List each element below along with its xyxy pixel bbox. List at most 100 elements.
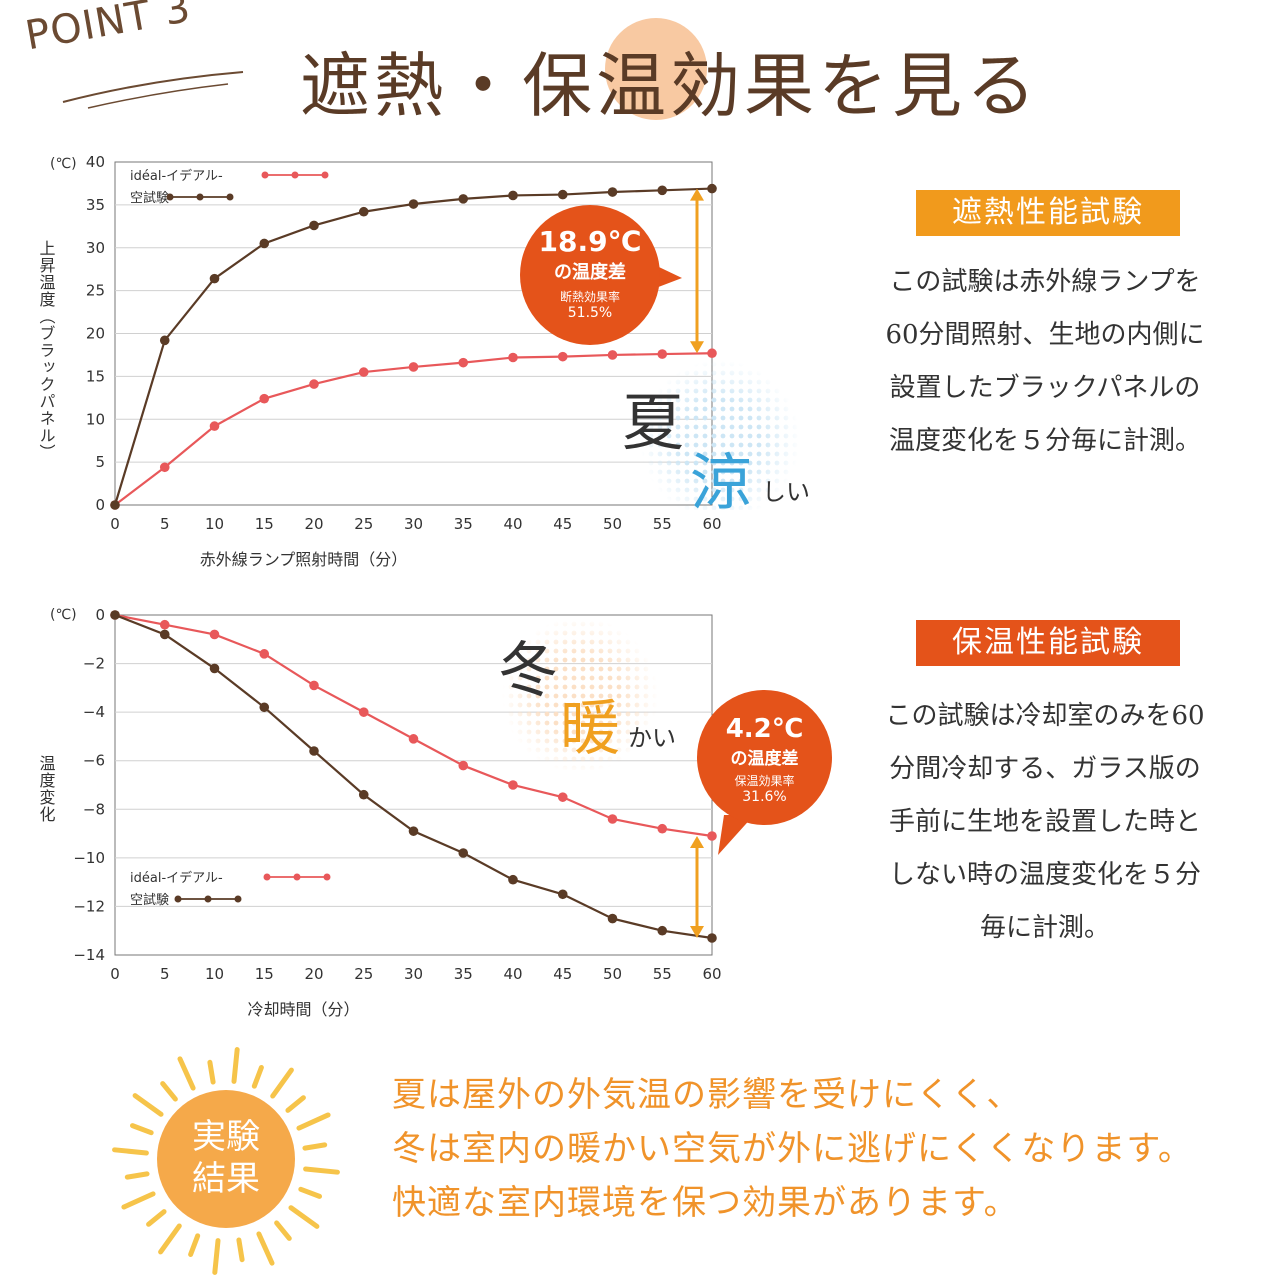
- result-line: 結果: [192, 1159, 260, 1199]
- data-point: [458, 760, 469, 771]
- data-point: [159, 619, 170, 630]
- data-point: [707, 348, 717, 359]
- warm-test-description: この試験は冷却室のみを60 分間冷却する、ガラス版の 手前に生地を設置した時と …: [850, 690, 1240, 955]
- data-point: [408, 362, 419, 372]
- data-point: [309, 680, 319, 691]
- sun-ray: [285, 1095, 306, 1113]
- heat-test-description: この試験は赤外線ランプを 60分間照射、生地の内側に 設置したブラックパネルの …: [850, 256, 1240, 468]
- arrow-head-down: [690, 341, 704, 354]
- data-point: [557, 792, 568, 802]
- legend-marker: [196, 193, 204, 201]
- badge-pointer-2: [718, 815, 754, 855]
- y-tick-label: −4: [83, 703, 105, 721]
- x-tick-label: 60: [702, 965, 721, 983]
- y-tick-label: 20: [86, 325, 105, 343]
- y-tick-label: 0: [95, 606, 105, 624]
- data-point: [110, 500, 120, 510]
- x-tick-label: 30: [404, 965, 423, 983]
- data-point: [657, 823, 668, 834]
- sun-ray: [121, 1191, 156, 1210]
- heat-desc-line: 温度変化を５分毎に計測。: [888, 426, 1201, 456]
- y-unit-label: (℃): [50, 156, 77, 172]
- arrow-head-down: [690, 926, 704, 938]
- warm-desc-line: この試験は冷却室のみを60: [885, 701, 1205, 731]
- y-tick-label: −12: [73, 897, 105, 915]
- data-point: [508, 190, 518, 201]
- data-point: [607, 187, 618, 197]
- x-tick-label: 40: [503, 515, 522, 533]
- data-point: [607, 350, 618, 360]
- x-tick-label: 15: [255, 965, 274, 983]
- heat-desc-line: この試験は赤外線ランプを: [889, 267, 1201, 297]
- x-tick-label: 35: [454, 965, 473, 983]
- y-tick-label: 40: [86, 153, 105, 171]
- heat-desc-line: 60分間照射、生地の内側に: [885, 320, 1205, 350]
- point-label: POINT 3: [22, 0, 195, 60]
- summer-kanji: 夏: [622, 386, 685, 459]
- summary-line: 快適な室内環境を保つ効果があります。: [392, 1183, 1019, 1223]
- x-tick-label: 55: [653, 965, 672, 983]
- legend-marker: [174, 895, 182, 903]
- cool-kanji: 涼: [690, 446, 753, 519]
- data-point: [458, 194, 469, 204]
- x-tick-label: 15: [255, 515, 274, 533]
- legend-marker: [291, 171, 299, 179]
- sun-ray: [303, 1166, 340, 1175]
- y-tick-label: −14: [73, 946, 105, 964]
- legend-marker: [321, 171, 329, 179]
- data-point: [259, 649, 270, 659]
- y-axis-label: 温度変化: [37, 755, 56, 823]
- y-tick-label: 0: [95, 496, 105, 514]
- legend-marker: [293, 873, 301, 881]
- sun-ray: [146, 1209, 167, 1227]
- x-axis-label: 赤外線ランプ照射時間（分）: [200, 550, 408, 569]
- sun-ray: [124, 1171, 150, 1180]
- data-point: [209, 273, 220, 284]
- sun-ray: [177, 1056, 196, 1091]
- x-tick-label: 55: [653, 515, 672, 533]
- sun-ray: [288, 1205, 320, 1229]
- summer-dots-decoration: [620, 360, 820, 510]
- heat-desc-line: 設置したブラックパネルの: [889, 373, 1201, 403]
- page-title: 遮熱・保温効果を見る: [300, 45, 1040, 127]
- x-tick-label: 40: [503, 965, 522, 983]
- y-tick-label: 10: [86, 410, 105, 428]
- heat-test-tag: 遮熱性能試験: [916, 190, 1180, 236]
- x-tick-label: 45: [553, 965, 572, 983]
- y-tick-label: −2: [83, 655, 105, 673]
- data-point: [110, 610, 120, 620]
- sun-ray: [298, 1186, 323, 1199]
- legend-marker: [234, 895, 242, 903]
- legend-marker: [263, 873, 271, 881]
- data-point: [159, 335, 170, 346]
- x-tick-label: 0: [110, 515, 120, 533]
- data-point: [707, 831, 717, 841]
- sun-rays-icon: [112, 1047, 340, 1275]
- data-point: [657, 349, 668, 359]
- arrow-head-up: [690, 836, 704, 848]
- result-summary: 夏は屋外の外気温の影響を受けにくく、 冬は室内の暖かい空気が外に逃げにくくなりま…: [392, 1068, 1193, 1230]
- data-point: [707, 183, 717, 194]
- heat-diff-label: の温度差: [554, 262, 626, 283]
- winter-dots-decoration: [480, 620, 680, 770]
- sun-ray: [231, 1047, 240, 1084]
- data-point: [408, 826, 419, 836]
- data-point: [557, 351, 568, 362]
- cool-suffix: しい: [762, 478, 810, 506]
- y-tick-label: −8: [83, 800, 105, 818]
- data-point: [309, 379, 319, 389]
- data-point: [358, 367, 369, 377]
- sun-ray: [296, 1112, 331, 1131]
- data-point: [408, 734, 419, 744]
- data-point: [159, 629, 170, 640]
- x-tick-label: 25: [354, 965, 373, 983]
- sun-ray: [256, 1231, 275, 1266]
- data-point: [408, 199, 419, 209]
- sun-ray: [129, 1123, 154, 1136]
- heat-rate-label: 断熱効果率: [559, 290, 620, 304]
- x-tick-label: 0: [110, 965, 120, 983]
- legend-label: idéal-イデアル-: [130, 870, 223, 886]
- warm-diff-value: 4.2℃: [725, 714, 804, 744]
- sun-ray: [302, 1142, 328, 1151]
- warm-desc-line: 毎に計測。: [979, 913, 1110, 943]
